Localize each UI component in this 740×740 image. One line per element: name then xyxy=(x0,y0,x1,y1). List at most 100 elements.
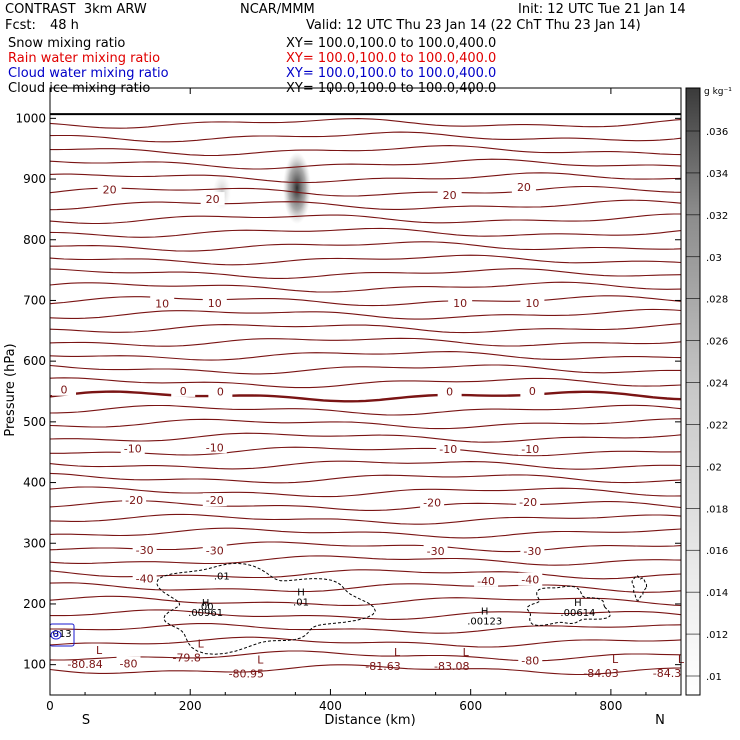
label-mask xyxy=(436,442,461,456)
isotherm-label: -40 xyxy=(136,572,154,585)
isotherm-line xyxy=(49,295,682,307)
high-marker: H xyxy=(574,598,582,609)
isotherm-label: -40 xyxy=(477,575,495,588)
label-mask xyxy=(208,384,233,398)
field-name-rain: Rain water mixing ratio xyxy=(8,51,161,66)
isotherm-label: -10 xyxy=(124,443,142,456)
isotherm-line xyxy=(49,172,682,184)
isotherm-label: -30 xyxy=(427,545,445,558)
label-mask xyxy=(420,495,445,509)
label-mask xyxy=(448,295,473,309)
low-value: -80.95 xyxy=(229,668,264,681)
cloud-ice-contour xyxy=(155,562,376,655)
label-mask xyxy=(202,295,227,309)
isotherm-label: 10 xyxy=(208,297,222,310)
init-time: Init: 12 UTC Tue 21 Jan 14 xyxy=(518,2,686,17)
isotherm-label: 0 xyxy=(180,385,187,398)
label-mask xyxy=(202,543,227,557)
contour-value-label: .01 xyxy=(214,571,230,582)
label-mask xyxy=(202,440,227,454)
label-mask xyxy=(116,656,141,670)
label-mask xyxy=(520,383,545,397)
y-tick-label: 1000 xyxy=(15,111,46,125)
cloud-ice-contour xyxy=(526,585,611,626)
isotherm-line xyxy=(49,500,682,511)
isotherm-label: -20 xyxy=(519,496,537,509)
isotherm-line xyxy=(49,281,682,293)
isotherm-label: -10 xyxy=(439,443,457,456)
high-marker: H xyxy=(481,606,489,617)
isotherm-label: 20 xyxy=(206,193,220,206)
contour-labels: -80 -80 -40 -40 -40 -30 -30 -30 -30 -20 -20 -20 -20 -… xyxy=(49,179,685,681)
isotherm-line xyxy=(49,582,682,593)
isotherm-label: 0 xyxy=(446,386,453,399)
isotherm-label: -30 xyxy=(523,545,541,558)
label-mask xyxy=(202,493,227,507)
x-axis-title: Distance (km) xyxy=(324,713,415,728)
isotherm-line xyxy=(50,145,682,157)
label-mask xyxy=(518,442,543,456)
y-tick-label: 600 xyxy=(23,354,46,368)
isotherm-line xyxy=(49,118,682,129)
isotherm-line xyxy=(50,446,682,457)
isotherm-label: -20 xyxy=(206,494,224,507)
isotherm-label: 20 xyxy=(443,189,457,202)
colorbar-tick-label: .02 xyxy=(706,462,722,473)
isotherm-label: 0 xyxy=(529,385,536,398)
isotherm-line xyxy=(49,199,682,211)
isotherm-line xyxy=(49,636,682,648)
isotherm-line xyxy=(49,555,682,566)
x-tick-label: 800 xyxy=(599,699,622,713)
high-value: .00123 xyxy=(467,616,502,627)
field-name-snow: Snow mixing ratio xyxy=(8,36,126,51)
south-label: S xyxy=(82,713,90,728)
forecast-hours: 48 h xyxy=(50,18,79,33)
high-value: .00961 xyxy=(188,608,223,619)
isotherm-line xyxy=(50,241,682,252)
isotherm-line xyxy=(49,364,681,375)
low-value: -81.63 xyxy=(365,660,400,673)
isotherm-line xyxy=(50,622,682,634)
isotherm-label: -10 xyxy=(206,441,224,454)
isotherm-label: 20 xyxy=(103,183,117,196)
label-mask xyxy=(518,653,543,667)
colorbar-tick-label: .03 xyxy=(706,253,722,264)
label-mask xyxy=(437,187,462,201)
field-xy-snow: XY= 100.0,100.0 to 100.0,400.0 xyxy=(286,36,497,51)
x-tick-label: 600 xyxy=(459,699,482,713)
temperature-contours xyxy=(49,113,682,676)
isotherm-line xyxy=(49,213,681,225)
colorbar-tick-label: .036 xyxy=(706,127,728,138)
forecast-label: Fcst: xyxy=(5,18,36,33)
y-tick-label: 400 xyxy=(23,476,46,490)
isotherm-line xyxy=(49,404,682,416)
ice-maximum-shading xyxy=(283,152,311,224)
label-mask xyxy=(52,382,77,396)
colorbar xyxy=(685,87,701,696)
isotherm-label: 10 xyxy=(453,297,467,310)
label-mask xyxy=(200,192,225,206)
colorbar-tick-label: .018 xyxy=(706,504,728,515)
isotherm-line xyxy=(49,432,682,443)
x-tick-label: 200 xyxy=(179,699,202,713)
contour-value-label: .00 xyxy=(198,602,214,613)
isotherm-line xyxy=(49,377,682,389)
high-marker: H xyxy=(297,588,305,599)
isotherm-line xyxy=(49,472,682,484)
label-mask xyxy=(423,544,448,558)
isotherm-label: -30 xyxy=(206,545,224,558)
isotherm-line xyxy=(49,527,682,539)
isotherm-line xyxy=(49,323,682,334)
colorbar-tick-label: .026 xyxy=(706,337,728,348)
high-marker: H xyxy=(202,598,210,609)
isotherm-line xyxy=(49,650,682,662)
y-tick-label: 800 xyxy=(23,233,46,247)
high-value: .00614 xyxy=(560,608,595,619)
isotherm-line xyxy=(49,486,682,498)
low-marker: L xyxy=(257,654,264,667)
x-tick-label: 400 xyxy=(319,699,342,713)
model-title: CONTRAST 3km ARW xyxy=(5,2,147,17)
high-value: .01 xyxy=(293,598,309,609)
isotherm-line xyxy=(49,227,682,238)
